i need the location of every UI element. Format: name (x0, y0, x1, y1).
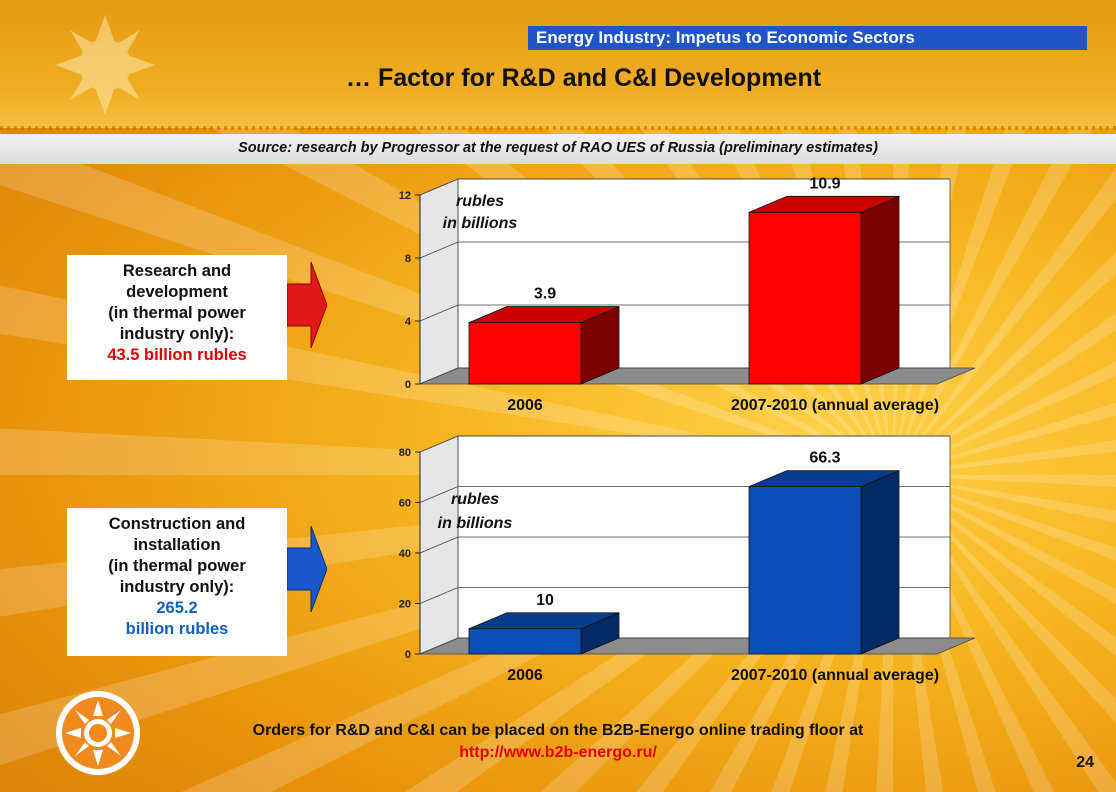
footer-text: Orders for R&D and C&I can be placed on … (252, 722, 864, 739)
section-tag: Energy Industry: Impetus to Economic Sec… (528, 26, 1087, 50)
y-tick-label: 0 (405, 379, 411, 391)
category-label: 2006 (507, 667, 543, 684)
category-label: 2007-2010 (annual average) (731, 667, 939, 684)
chart-side-wall (419, 178, 459, 385)
y-tick-label: 80 (399, 447, 411, 459)
y-tick-label: 40 (399, 548, 411, 560)
ci-box-total: 265.2 (156, 599, 198, 617)
data-label: 66.3 (809, 450, 840, 467)
bar-side (860, 469, 900, 655)
data-label: 10 (536, 592, 554, 609)
rd-box-total: 43.5 billion rubles (107, 346, 247, 364)
data-label: 10.9 (809, 175, 840, 192)
ci-box-line: Construction and (108, 515, 246, 533)
bar (748, 486, 862, 655)
source-bar (0, 134, 1116, 164)
data-label: 3.9 (534, 286, 556, 303)
unit-label: rubles (451, 491, 499, 508)
ci-box-line: industry only): (119, 578, 235, 596)
rd-box-line: Research and (122, 262, 232, 280)
bar (468, 322, 582, 385)
source-note: Source: research by Progressor at the re… (238, 140, 878, 156)
y-tick-label: 12 (399, 190, 411, 202)
bar (748, 211, 862, 385)
chart-frame (457, 178, 951, 369)
ci-box-line: (in thermal power (108, 557, 246, 575)
ci-bar-chart: 0 20 40 60 80 rubles in billions 10 2006 66.3 2007… (399, 435, 976, 684)
y-tick-label: 4 (405, 316, 412, 328)
unit-label: rubles (456, 193, 504, 210)
ci-box-line: installation (133, 536, 221, 554)
rd-box-line: industry only): (119, 325, 235, 343)
blue-arrow-icon (287, 526, 327, 612)
category-label: 2007-2010 (annual average) (731, 397, 939, 414)
header-divider (0, 126, 1116, 130)
page-number: 24 (1076, 754, 1094, 771)
unit-label: in billions (443, 215, 518, 232)
y-tick-label: 0 (405, 649, 411, 661)
y-tick-label: 60 (399, 498, 411, 510)
rd-box-line: development (126, 283, 228, 301)
rd-info-box: Research and development (in thermal pow… (67, 255, 287, 380)
ci-box-total-unit: billion rubles (125, 620, 229, 638)
rd-box-line: (in thermal power (108, 304, 246, 322)
sun-logo-icon (55, 15, 155, 115)
page-title: … Factor for R&D and C&I Development (346, 64, 822, 92)
company-logo-icon (56, 691, 140, 775)
ci-info-box: Construction and installation (in therma… (67, 508, 287, 656)
chart-frame (457, 435, 951, 639)
rd-bar-chart: 0 4 8 12 rubles in billions 3.9 2006 10.9 2007-20… (399, 175, 976, 414)
red-arrow-icon (287, 262, 327, 348)
y-tick-label: 8 (405, 253, 411, 265)
footer-note: Orders for R&D and C&I can be placed on … (148, 720, 968, 764)
y-tick-label: 20 (399, 599, 411, 611)
unit-label: in billions (438, 515, 513, 532)
bar-side (860, 195, 900, 385)
bar (468, 628, 582, 655)
footer-link[interactable]: http://www.b2b-energo.ru/ (459, 744, 657, 761)
category-label: 2006 (507, 397, 543, 414)
header-band (0, 0, 1116, 128)
